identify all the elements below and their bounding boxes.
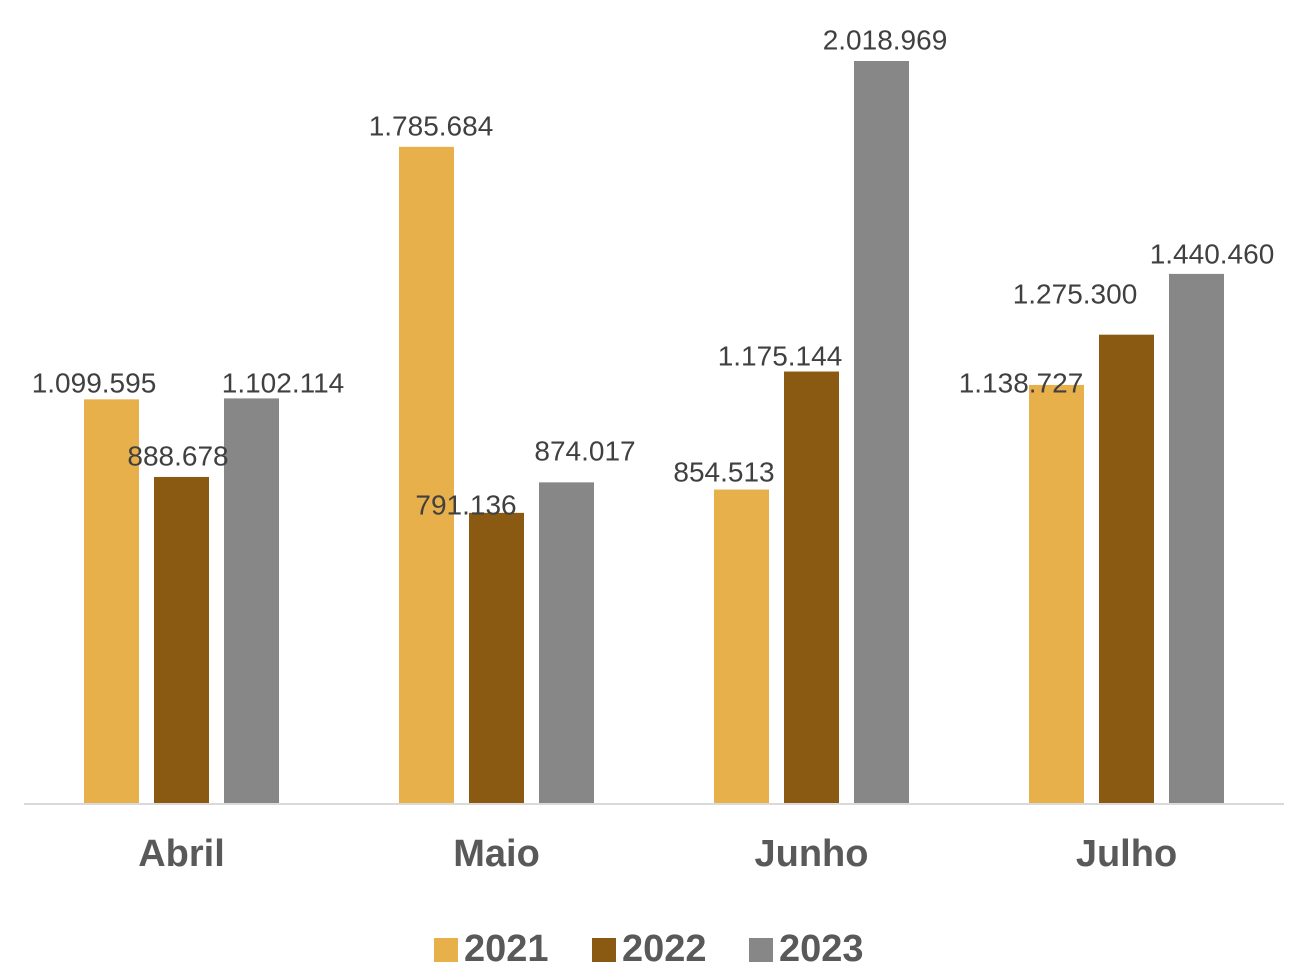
data-label-junho-2023: 2.018.969 bbox=[823, 24, 948, 55]
category-label-julho: Julho bbox=[1076, 833, 1177, 875]
bars-group bbox=[84, 61, 1224, 805]
bar-julho-2022 bbox=[1099, 334, 1154, 804]
data-label-julho-2021: 1.138.727 bbox=[959, 367, 1084, 398]
bar-maio-2021 bbox=[399, 146, 454, 804]
legend-swatch-2023 bbox=[749, 938, 773, 962]
bar-abril-2022 bbox=[154, 476, 209, 804]
legend-label-2022: 2022 bbox=[622, 928, 707, 967]
bar-junho-2021 bbox=[714, 489, 769, 804]
bar-junho-2023 bbox=[854, 61, 909, 804]
legend-swatch-2021 bbox=[434, 938, 458, 962]
data-label-junho-2022: 1.175.144 bbox=[718, 340, 843, 371]
bar-abril-2023 bbox=[224, 398, 279, 804]
data-label-maio-2021: 1.785.684 bbox=[369, 110, 494, 141]
legend-label-2023: 2023 bbox=[779, 928, 864, 967]
bar-maio-2023 bbox=[539, 482, 594, 804]
bar-maio-2022 bbox=[469, 512, 524, 804]
data-label-abril-2022: 888.678 bbox=[127, 440, 228, 471]
category-labels-group: Abril Maio Junho Julho bbox=[138, 833, 1177, 875]
data-label-julho-2022: 1.275.300 bbox=[1013, 278, 1138, 309]
category-label-abril: Abril bbox=[138, 833, 225, 875]
legend: 2021 2022 2023 bbox=[434, 928, 864, 967]
legend-label-2021: 2021 bbox=[464, 928, 549, 967]
data-label-abril-2023: 1.102.114 bbox=[222, 367, 345, 398]
data-label-maio-2023: 874.017 bbox=[534, 435, 635, 466]
bar-abril-2021 bbox=[84, 399, 139, 804]
data-labels-group: 1.099.595 888.678 1.102.114 1.785.684 791.13… bbox=[32, 24, 1275, 520]
data-label-abril-2021: 1.099.595 bbox=[32, 367, 157, 398]
category-label-maio: Maio bbox=[453, 833, 540, 875]
data-label-maio-2022: 791.136 bbox=[415, 489, 516, 520]
data-label-junho-2021: 854.513 bbox=[673, 456, 774, 487]
bar-junho-2022 bbox=[784, 371, 839, 804]
legend-swatch-2022 bbox=[592, 938, 616, 962]
bar-julho-2021 bbox=[1029, 384, 1084, 804]
data-label-julho-2023: 1.440.460 bbox=[1150, 238, 1275, 269]
category-label-junho: Junho bbox=[755, 833, 869, 875]
bar-julho-2023 bbox=[1169, 273, 1224, 805]
